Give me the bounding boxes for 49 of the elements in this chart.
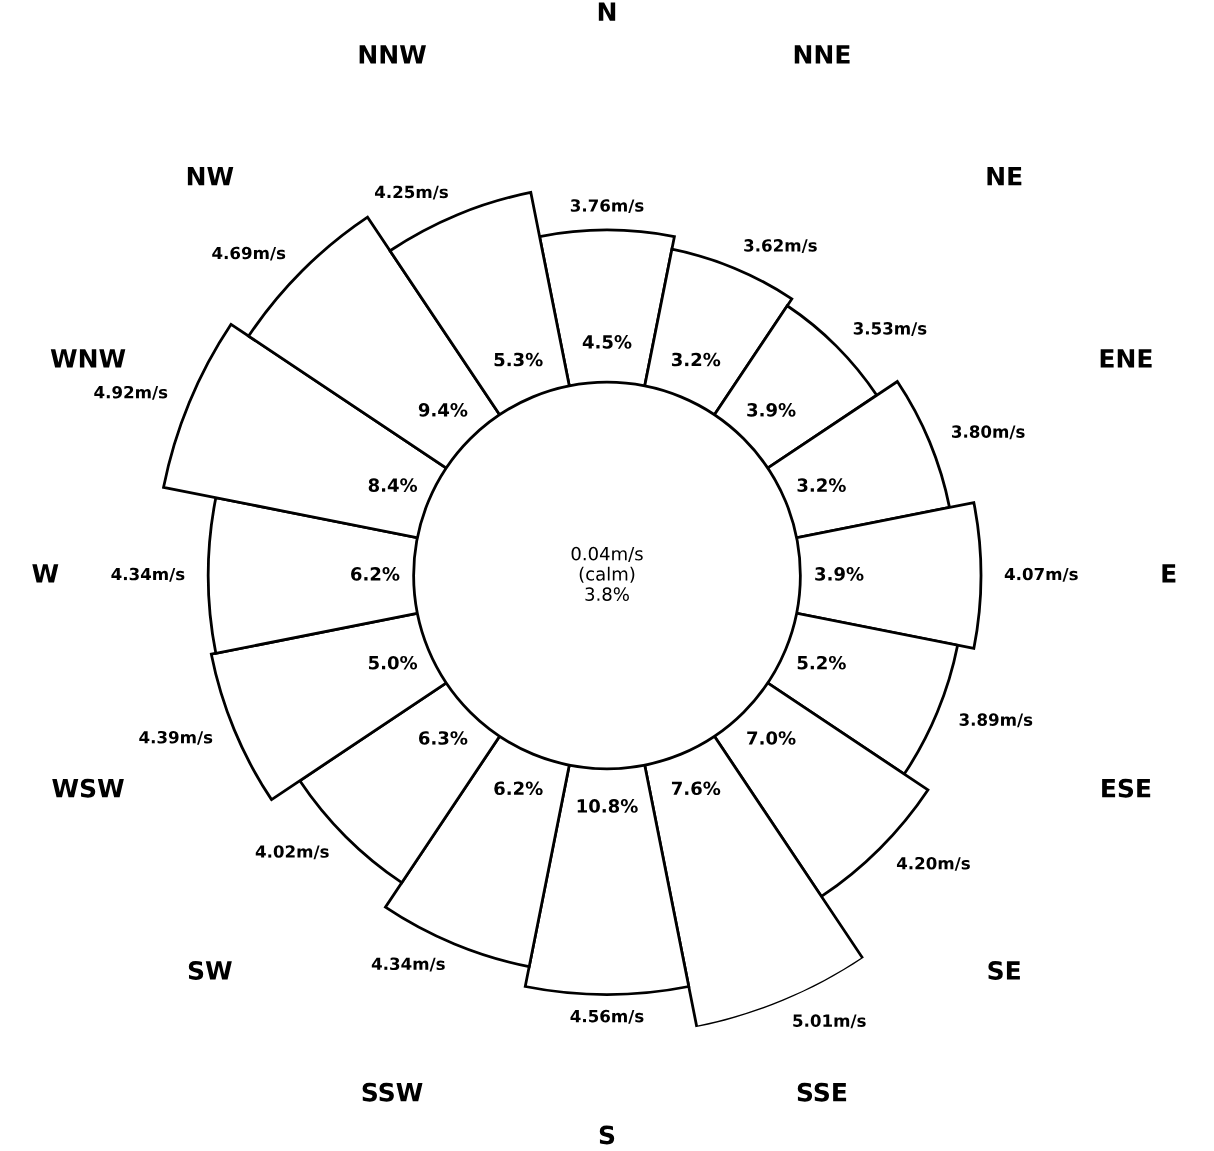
data-label: 3.80m/s <box>952 425 1025 440</box>
data-label: 4.02m/s <box>255 845 329 860</box>
category-label: W <box>32 564 59 583</box>
data-label: 5.01m/s <box>793 1014 866 1029</box>
category-label: NE <box>987 167 1022 186</box>
data-label: 5.3% <box>494 352 543 367</box>
data-label: 7.6% <box>671 781 721 796</box>
data-label: 4.25m/s <box>374 185 448 200</box>
text: 0.04m/s (calm) 3.8% <box>571 546 643 601</box>
category-label: WSW <box>52 778 124 798</box>
data-label: 3.76m/s <box>570 199 644 214</box>
data-label: 4.34m/s <box>111 567 185 582</box>
data-label: 10.8% <box>577 799 638 813</box>
category-label: S <box>599 1125 615 1145</box>
category-label: N <box>598 2 616 21</box>
data-label: 5.0% <box>368 655 418 670</box>
category-label: SW <box>188 961 232 980</box>
category-label: NNW <box>359 45 426 64</box>
data-label: 4.07m/s <box>1004 567 1078 582</box>
data-label: 3.89m/s <box>959 713 1033 728</box>
data-label: 4.92m/s <box>94 385 168 400</box>
data-label: 9.4% <box>418 403 468 417</box>
data-label: 3.2% <box>797 478 846 492</box>
data-label: 3.9% <box>747 403 796 417</box>
data-label: 4.69m/s <box>212 246 286 261</box>
category-label: SSW <box>362 1082 423 1102</box>
data-label: 4.56m/s <box>570 1009 644 1024</box>
data-label: 7.0% <box>747 731 796 745</box>
data-label: 3.62m/s <box>744 239 817 254</box>
data-label: 3.9% <box>815 567 864 581</box>
data-label: 6.2% <box>351 567 400 581</box>
data-label: 6.2% <box>494 781 543 796</box>
category-label: ENE <box>1100 349 1152 368</box>
data-label: 3.2% <box>671 352 721 367</box>
category-label: E <box>1162 564 1176 583</box>
category-label: NNE <box>794 45 850 64</box>
data-label: 4.34m/s <box>371 957 445 972</box>
data-label: 3.53m/s <box>853 322 927 336</box>
category-label: SSE <box>797 1082 847 1102</box>
category-label: NW <box>187 167 234 186</box>
data-label: 5.2% <box>797 655 846 670</box>
data-label: 4.5% <box>582 335 632 349</box>
data-label: 6.3% <box>419 731 468 745</box>
category-label: SE <box>988 961 1020 980</box>
data-label: 4.20m/s <box>896 856 970 871</box>
data-label: 8.4% <box>368 478 418 492</box>
data-label: 4.39m/s <box>139 730 213 745</box>
category-label: WNW <box>50 349 126 368</box>
category-label: ESE <box>1102 778 1151 798</box>
